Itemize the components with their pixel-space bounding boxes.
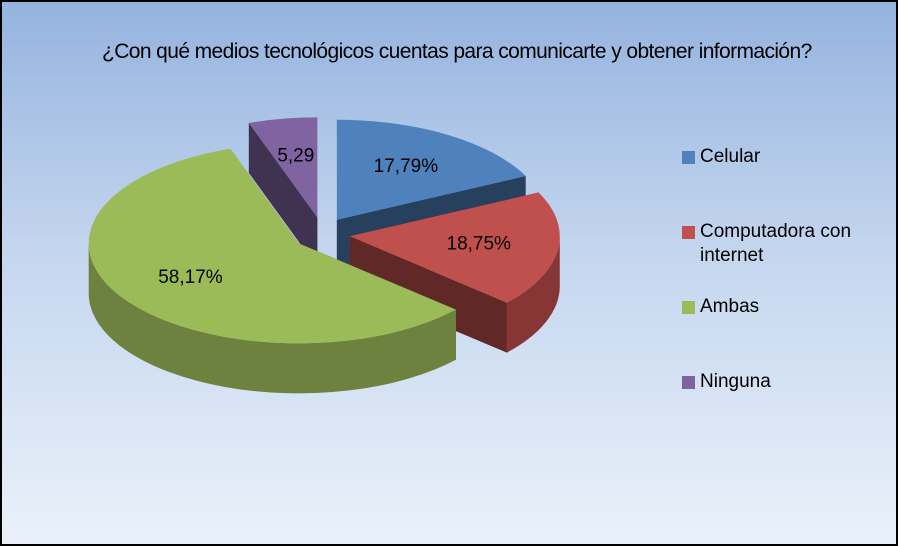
data-label: 18,75% <box>447 234 512 255</box>
legend-swatch <box>682 226 695 239</box>
slice <box>88 148 456 394</box>
slice-top <box>248 117 318 218</box>
slice <box>248 117 318 268</box>
slice-shade <box>349 236 507 353</box>
legend-swatch <box>682 151 695 164</box>
data-label: 58,17% <box>158 267 223 288</box>
slice-shade <box>506 236 560 353</box>
slice-side <box>506 236 560 353</box>
chart-title: ¿Con qué medios tecnológicos cuentas par… <box>102 40 812 63</box>
legend-label: Celular <box>700 146 761 167</box>
legend-item: Ninguna <box>682 370 887 394</box>
legend-label: Computadora con internet <box>700 221 852 266</box>
legend-item: Celular <box>682 145 887 169</box>
slice-shade <box>248 122 318 268</box>
slice-top <box>349 192 560 303</box>
data-label: 5,29 <box>277 145 314 166</box>
legend-label: Ambas <box>700 296 760 317</box>
slice-side <box>88 243 456 394</box>
slice-top <box>88 148 456 344</box>
slice-top <box>336 119 526 220</box>
legend-item: Ambas <box>682 295 887 319</box>
legend-swatch <box>682 376 695 389</box>
slice-shade <box>88 243 456 394</box>
legend-label: Ninguna <box>700 371 771 392</box>
data-label: 17,79% <box>374 156 439 177</box>
legend-item: Computadora con internet <box>682 220 887 268</box>
legend-swatch <box>682 301 695 314</box>
slice <box>349 192 560 353</box>
